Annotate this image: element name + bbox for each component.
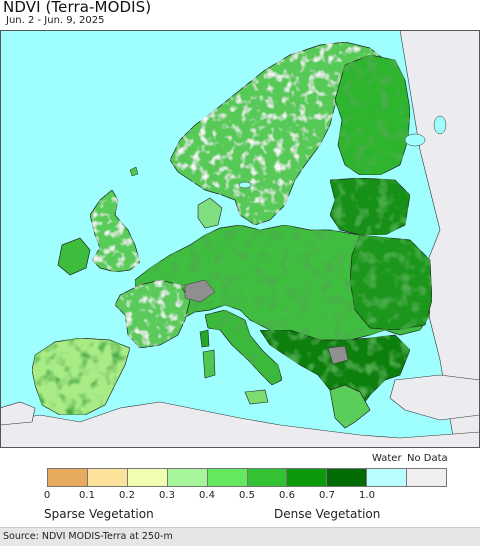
faroe-shetland — [129, 166, 139, 177]
turkey — [389, 374, 480, 421]
sparse-vegetation-label: Sparse Vegetation — [44, 507, 154, 521]
ireland — [57, 237, 91, 276]
great-britain — [89, 189, 141, 273]
legend-swatch — [48, 469, 88, 486]
baltics — [329, 177, 411, 236]
legend-swatch — [127, 469, 168, 486]
alps — [184, 279, 216, 303]
source-text: Source: NDVI MODIS-Terra at 250-m — [3, 531, 173, 542]
scandinavia — [169, 41, 391, 226]
eastern-europe — [349, 234, 433, 331]
legend: Water No Data 0 0.1 0.2 0.3 0.4 0.5 0.6 0.7 1.0 … — [0, 448, 480, 528]
legend-swatch — [367, 469, 408, 486]
greece — [329, 384, 371, 429]
corsica — [199, 329, 210, 348]
france — [114, 279, 191, 349]
legend-swatch — [87, 469, 128, 486]
legend-swatch — [327, 469, 368, 486]
legend-tick-label: 0.2 — [119, 490, 135, 501]
finland — [334, 54, 411, 176]
balkans — [259, 329, 411, 416]
north-africa — [0, 401, 480, 448]
legend-color-bar — [47, 468, 447, 487]
map-title: NDVI (Terra-MODIS) — [3, 0, 152, 16]
legend-tick-label: 0.7 — [319, 490, 335, 501]
legend-swatch — [287, 469, 328, 486]
iberia — [31, 337, 131, 416]
legend-tick-label: 0.6 — [279, 490, 295, 501]
legend-tick-label: 0.4 — [199, 490, 215, 501]
legend-swatch — [407, 469, 447, 486]
legend-no-data-label: No Data — [407, 453, 448, 464]
italy — [204, 309, 283, 386]
balkan-gray — [327, 345, 349, 365]
lake-ladoga — [404, 133, 426, 147]
africa-coast-west — [0, 401, 36, 426]
source-footer: Source: NDVI MODIS-Terra at 250-m — [0, 527, 480, 546]
denmark — [197, 197, 223, 229]
sicily — [244, 389, 269, 405]
legend-tick-label: 0.5 — [239, 490, 255, 501]
legend-tick-label: 0 — [43, 490, 51, 501]
dense-vegetation-label: Dense Vegetation — [274, 507, 381, 521]
legend-tick-label: 0.3 — [159, 490, 175, 501]
legend-swatch — [167, 469, 208, 486]
lake-vanern — [238, 181, 252, 189]
sardinia — [202, 349, 216, 379]
legend-swatch — [207, 469, 248, 486]
legend-water-label: Water — [372, 453, 402, 464]
legend-tick-label: 1.0 — [359, 490, 375, 501]
legend-tick-label: 0.1 — [79, 490, 95, 501]
ndvi-map — [0, 30, 480, 448]
date-range: Jun. 2 - Jun. 9, 2025 — [6, 15, 105, 26]
lake-onega — [433, 115, 447, 135]
legend-swatch — [247, 469, 288, 486]
